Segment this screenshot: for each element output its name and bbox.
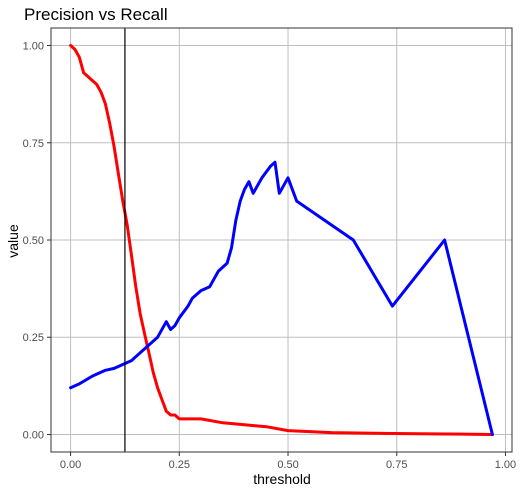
x-tick-label: 0.50 — [277, 459, 298, 471]
x-tick-label: 0.00 — [60, 459, 81, 471]
blue-series-line — [69, 160, 494, 436]
y-axis-title: value — [5, 224, 21, 258]
y-tick-label: 0.50 — [23, 235, 44, 247]
red-series-line — [69, 44, 494, 436]
x-tick-label: 0.25 — [169, 459, 190, 471]
grid-layer — [51, 28, 512, 452]
line-layer — [69, 28, 494, 452]
plot-frame — [50, 27, 513, 453]
chart-title: Precision vs Recall — [24, 5, 168, 24]
tick-layer: 0.00 0.25 0.50 0.75 1.00 0.00 0.25 0.50 0.75 1.00 — [23, 41, 517, 471]
y-tick-label: 0.25 — [23, 332, 44, 344]
y-tick-label: 0.00 — [23, 429, 44, 441]
x-tick-label: 0.75 — [386, 459, 407, 471]
y-tick-label: 0.75 — [23, 138, 44, 150]
x-axis-title: threshold — [253, 471, 311, 487]
y-tick-label: 1.00 — [23, 41, 44, 53]
x-tick-label: 1.00 — [495, 459, 516, 471]
